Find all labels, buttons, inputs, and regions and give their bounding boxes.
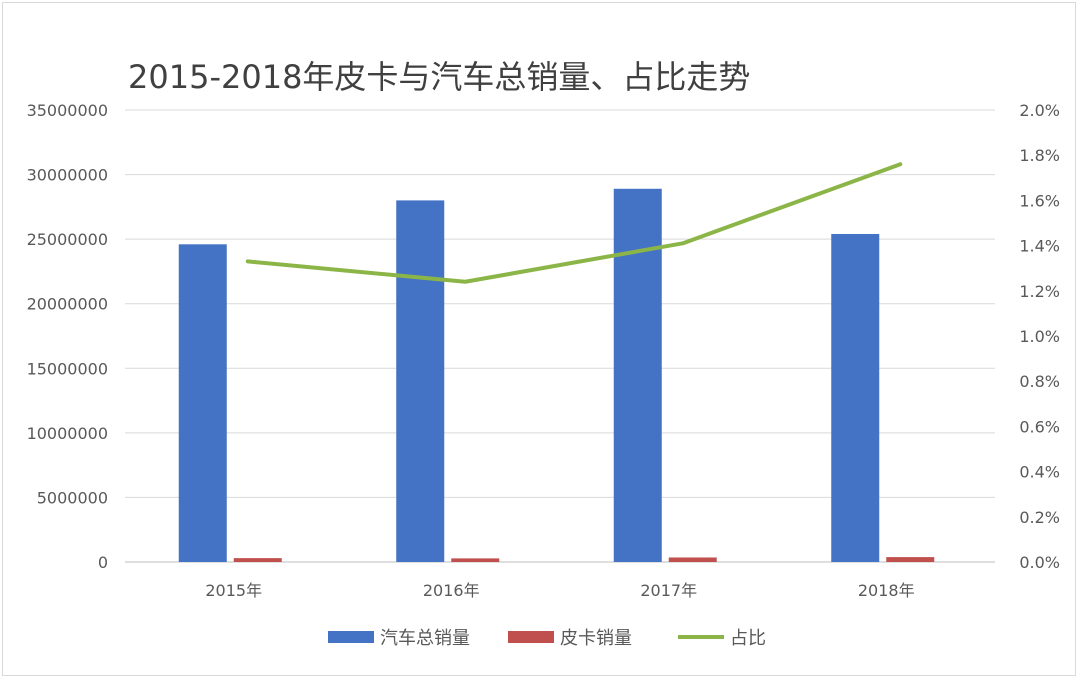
bar-total-sales bbox=[831, 233, 880, 562]
y-right-tick-label: 0.6% bbox=[1019, 417, 1060, 436]
y-left-tick-label: 35000000 bbox=[27, 101, 108, 120]
bar-total-sales bbox=[396, 200, 445, 562]
y-left-tick-label: 30000000 bbox=[27, 166, 108, 185]
y-left-tick-label: 20000000 bbox=[27, 295, 108, 314]
legend-swatch bbox=[328, 631, 374, 643]
line-series bbox=[245, 162, 903, 284]
x-tick-label: 2017年 bbox=[640, 581, 697, 600]
y-right-tick-label: 0.8% bbox=[1019, 372, 1060, 391]
y-right-tick-label: 2.0% bbox=[1019, 101, 1060, 120]
bar-total-sales bbox=[178, 244, 227, 562]
y-right-tick-label: 0.0% bbox=[1019, 553, 1060, 572]
x-tick-label: 2018年 bbox=[858, 581, 915, 600]
y-left-tick-label: 10000000 bbox=[27, 424, 108, 443]
bars bbox=[178, 188, 935, 562]
legend-label: 皮卡销量 bbox=[560, 628, 632, 649]
legend-label: 汽车总销量 bbox=[380, 628, 470, 649]
y-left-tick-label: 5000000 bbox=[37, 488, 108, 507]
y-right-tick-label: 1.0% bbox=[1019, 327, 1060, 346]
bar-pickup-sales bbox=[233, 558, 282, 562]
bar-pickup-sales bbox=[451, 558, 500, 562]
y-right-tick-label: 0.2% bbox=[1019, 508, 1060, 527]
y-left-tick-label: 25000000 bbox=[27, 230, 108, 249]
x-axis: 2015年 2016年 2017年 2018年 bbox=[205, 581, 914, 600]
bar-pickup-sales bbox=[886, 557, 935, 562]
y-right-tick-label: 1.4% bbox=[1019, 237, 1060, 256]
line-share bbox=[245, 162, 903, 284]
y-left-tick-label: 15000000 bbox=[27, 359, 108, 378]
x-tick-label: 2016年 bbox=[423, 581, 480, 600]
legend-label: 占比 bbox=[730, 628, 766, 649]
left-axis: 0 5000000 10000000 15000000 20000000 25000000… bbox=[27, 101, 108, 572]
chart-title: 2015-2018年皮卡与汽车总销量、占比走势 bbox=[128, 58, 751, 96]
y-left-tick-label: 0 bbox=[98, 553, 108, 572]
y-right-tick-label: 0.4% bbox=[1019, 463, 1060, 482]
y-right-tick-label: 1.8% bbox=[1019, 146, 1060, 165]
legend: 汽车总销量 皮卡销量 占比 bbox=[328, 628, 766, 649]
right-axis: 0.0% 0.2% 0.4% 0.6% 0.8% 1.0% 1.2% 1.4% 1.6% 1.8%… bbox=[1019, 101, 1060, 572]
x-tick-label: 2015年 bbox=[205, 581, 262, 600]
y-right-tick-label: 1.6% bbox=[1019, 191, 1060, 210]
y-right-tick-label: 1.2% bbox=[1019, 282, 1060, 301]
bar-pickup-sales bbox=[668, 557, 717, 562]
bar-total-sales bbox=[613, 188, 662, 562]
legend-swatch bbox=[508, 631, 554, 643]
